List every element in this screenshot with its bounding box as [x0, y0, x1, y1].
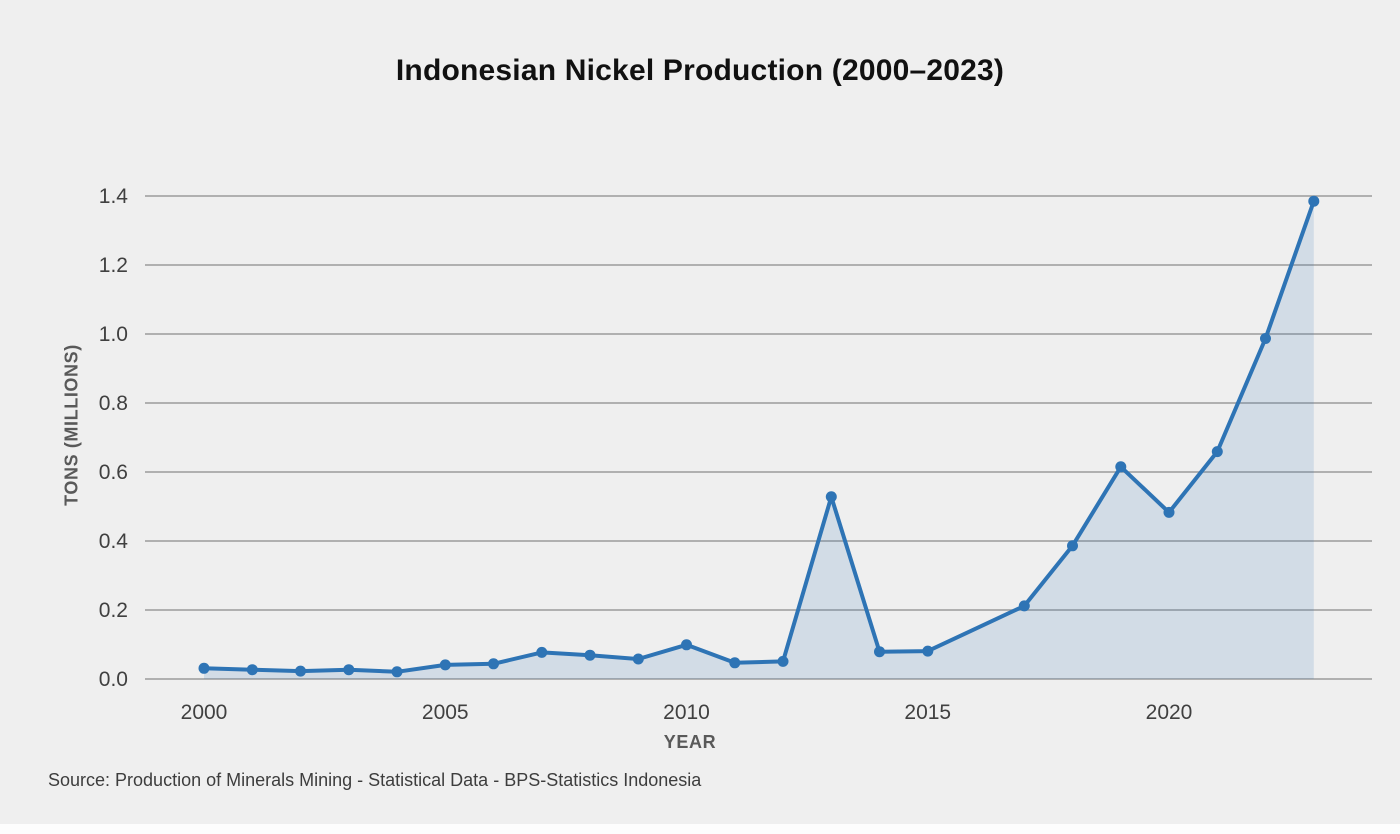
data-point — [1308, 195, 1320, 207]
x-axis-title: YEAR — [663, 732, 717, 752]
data-point — [246, 664, 258, 676]
data-point — [343, 664, 355, 676]
x-tick-label: 2020 — [1146, 701, 1193, 724]
data-point — [1260, 333, 1271, 344]
data-point — [536, 646, 548, 658]
data-point — [391, 666, 403, 678]
area-fill — [204, 201, 1314, 679]
source-caption: Source: Production of Minerals Mining - … — [48, 770, 702, 790]
data-point — [632, 653, 644, 665]
data-point — [681, 639, 692, 651]
y-tick-label: 0.6 — [99, 461, 128, 484]
data-point — [295, 665, 306, 677]
data-point — [488, 658, 499, 670]
data-point — [1067, 540, 1078, 552]
data-point — [1211, 446, 1223, 458]
data-point — [439, 659, 451, 671]
data-point — [777, 655, 789, 667]
y-tick-label: 1.2 — [99, 254, 128, 277]
y-tick-label: 0.4 — [99, 530, 129, 553]
data-point — [1115, 461, 1127, 473]
data-point — [1018, 600, 1030, 612]
data-point — [825, 491, 837, 503]
y-tick-label: 1.4 — [99, 185, 129, 208]
y-tick-label: 0.2 — [99, 599, 128, 622]
chart-title: Indonesian Nickel Production (2000–2023) — [395, 54, 1005, 87]
bottom-strip — [0, 824, 1400, 834]
data-point — [874, 646, 885, 658]
data-point — [198, 662, 210, 674]
x-tick-label: 2015 — [904, 701, 951, 724]
x-tick-label: 2000 — [181, 701, 228, 724]
y-axis-title: TONS (MILLIONS) — [61, 344, 82, 506]
y-tick-label: 0.0 — [99, 668, 128, 691]
data-point — [584, 649, 596, 661]
y-tick-label: 1.0 — [99, 323, 128, 346]
y-tick-label: 0.8 — [99, 392, 128, 415]
data-point — [729, 657, 741, 669]
x-tick-label: 2005 — [422, 701, 469, 724]
data-point — [1163, 506, 1175, 518]
data-point — [922, 645, 934, 657]
x-tick-label: 2010 — [663, 701, 710, 724]
